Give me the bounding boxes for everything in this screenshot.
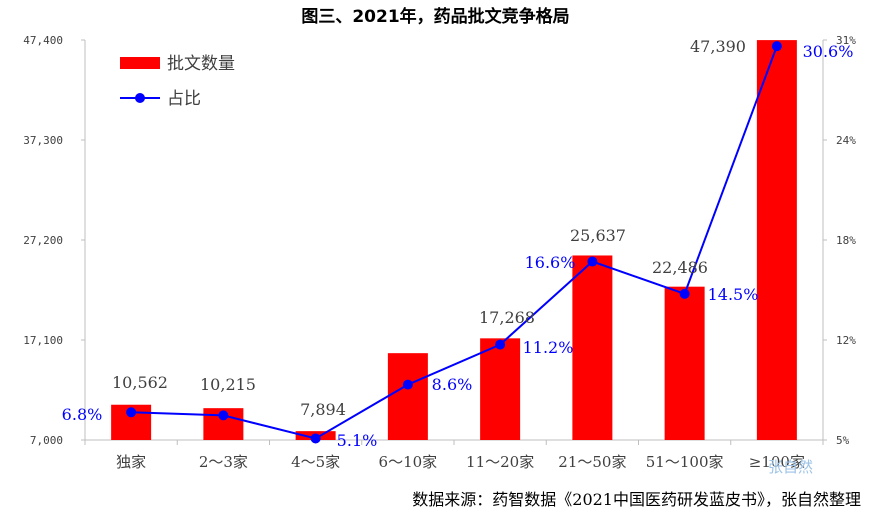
- y-right-tick-label: 31%: [836, 34, 856, 47]
- line-point: [587, 256, 598, 267]
- axes: 7,000 17,100 27,200 37,300 47,400 5% 12% 18% 24%…: [23, 34, 856, 471]
- bar: [572, 255, 613, 440]
- legend-label-line: 占比: [167, 89, 201, 109]
- bar: [664, 286, 705, 440]
- legend-swatch-bar: [120, 57, 160, 69]
- chart-title: 图三、2021年，药品批文竞争格局: [301, 7, 570, 27]
- line-data-label: 6.8%: [62, 405, 103, 424]
- line-data-label: 5.1%: [337, 431, 378, 450]
- bar-data-label: 10,562: [112, 373, 168, 392]
- line-path: [131, 45, 778, 440]
- x-tick-label: 4～5家: [291, 453, 340, 471]
- x-tick-label: 独家: [116, 453, 146, 471]
- line-data-label: 8.6%: [432, 375, 473, 394]
- bar-data-label: 10,215: [200, 375, 256, 394]
- bar-data-label: 17,268: [479, 308, 535, 327]
- x-tick-label: ≥100家: [749, 453, 805, 471]
- x-tick-label: 11～20家: [466, 453, 534, 471]
- y-right-tick-label: 18%: [836, 234, 856, 247]
- bar: [756, 40, 797, 441]
- y-left-tick-label: 7,000: [30, 434, 63, 447]
- bar: [480, 338, 521, 440]
- y-right-tick-label: 5%: [836, 434, 850, 447]
- y-right-tick-label: 24%: [836, 134, 856, 147]
- y-left-tick-label: 47,400: [23, 34, 63, 47]
- legend-swatch-point: [135, 93, 145, 103]
- source-note: 数据来源：药智数据《2021中国医药研发蓝皮书》，张自然整理: [412, 490, 861, 509]
- line-data-label: 16.6%: [525, 253, 576, 272]
- x-tick-label: 6～10家: [379, 453, 438, 471]
- bar-data-label: 25,637: [570, 226, 626, 245]
- y-left-tick-label: 27,200: [23, 234, 63, 247]
- bar-data-label: 22,486: [652, 258, 708, 277]
- line-data-label: 30.6%: [803, 42, 854, 61]
- line-point: [218, 410, 229, 421]
- line-point: [126, 407, 137, 418]
- x-tick-label: 21～50家: [558, 453, 626, 471]
- line-point: [679, 288, 690, 299]
- bar-data-label: 47,390: [690, 37, 746, 56]
- line-data-label: 11.2%: [523, 338, 574, 357]
- x-tick-label: 51～100家: [646, 453, 724, 471]
- line-point: [495, 339, 506, 350]
- legend-label-bar: 批文数量: [167, 54, 235, 74]
- line-series: [126, 41, 782, 444]
- watermark: 张自然: [768, 458, 813, 476]
- y-left-tick-label: 17,100: [23, 334, 63, 347]
- x-tick-label: 2～3家: [199, 453, 248, 471]
- y-left-tick-label: 37,300: [23, 134, 63, 147]
- line-point: [771, 41, 782, 52]
- y-right-tick-label: 12%: [836, 334, 856, 347]
- bar: [387, 353, 428, 440]
- bar-series: [111, 40, 797, 441]
- bar-data-label: 7,894: [300, 400, 346, 419]
- data-labels: 10,562 10,215 7,894 17,268 25,637 22,486 47,39…: [62, 37, 854, 450]
- line-data-label: 14.5%: [708, 285, 759, 304]
- line-point: [310, 433, 321, 444]
- line-point: [402, 379, 413, 390]
